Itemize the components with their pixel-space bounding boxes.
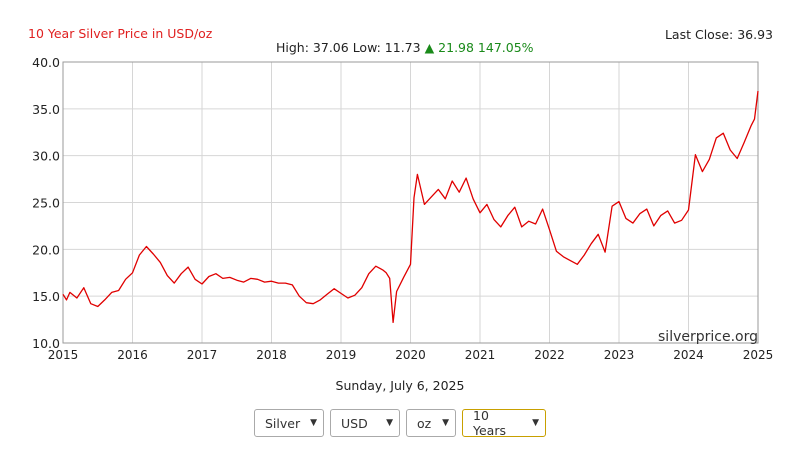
chart-grid — [62, 61, 759, 344]
metal-select-value: Silver — [265, 415, 301, 431]
x-tick-label: 2021 — [465, 348, 496, 362]
unit-select[interactable]: oz ▼ — [406, 409, 456, 437]
price-line — [62, 90, 759, 324]
date-label: Sunday, July 6, 2025 — [335, 378, 465, 393]
y-tick-label: 15.0 — [32, 289, 60, 304]
chevron-down-icon: ▼ — [386, 418, 393, 428]
currency-select-value: USD — [341, 415, 368, 431]
plot-frame — [62, 61, 759, 344]
range-select-value: 10 Years — [473, 408, 506, 438]
metal-select[interactable]: Silver ▼ — [254, 409, 324, 437]
x-tick-label: 2018 — [256, 348, 287, 362]
x-tick-label: 2023 — [604, 348, 635, 362]
x-tick-label: 2019 — [326, 348, 357, 362]
x-tick-label: 2024 — [673, 348, 704, 362]
chevron-down-icon: ▼ — [310, 418, 317, 428]
y-tick-label: 25.0 — [32, 196, 60, 211]
y-tick-label: 40.0 — [32, 55, 60, 70]
high-label: High: 37.06 — [276, 40, 349, 55]
chevron-down-icon: ▼ — [442, 418, 449, 428]
range-select[interactable]: 10 Years ▼ — [462, 408, 546, 438]
chevron-down-icon: ▼ — [532, 418, 539, 428]
unit-select-value: oz — [417, 415, 432, 431]
chart-controls: Silver ▼ USD ▼ oz ▼ 10 Years ▼ — [0, 408, 800, 438]
low-label: Low: 11.73 — [352, 40, 421, 55]
x-tick-label: 2017 — [187, 348, 218, 362]
x-tick-label: 2015 — [48, 348, 79, 362]
change-label: ▲ 21.98 147.05% — [424, 40, 534, 55]
last-close-label: Last Close: 36.93 — [664, 27, 773, 42]
x-tick-label: 2020 — [395, 348, 426, 362]
x-tick-label: 2025 — [743, 348, 774, 362]
y-tick-label: 35.0 — [32, 102, 60, 117]
x-tick-label: 2016 — [117, 348, 148, 362]
chart-series — [62, 90, 759, 324]
chart-title: 10 Year Silver Price in USD/oz — [28, 26, 213, 41]
watermark: silverprice.org — [658, 329, 758, 345]
y-tick-label: 10.0 — [32, 336, 60, 351]
y-tick-label: 30.0 — [32, 149, 60, 164]
price-stats: High: 37.06 Low: 11.73 ▲ 21.98 147.05% — [276, 40, 534, 55]
x-tick-label: 2022 — [534, 348, 565, 362]
chart-ticks: 2015 2016 2017 2018 2019 2020 2021 2022 2023 2024… — [32, 55, 773, 362]
currency-select[interactable]: USD ▼ — [330, 409, 400, 437]
y-tick-label: 20.0 — [32, 242, 60, 257]
